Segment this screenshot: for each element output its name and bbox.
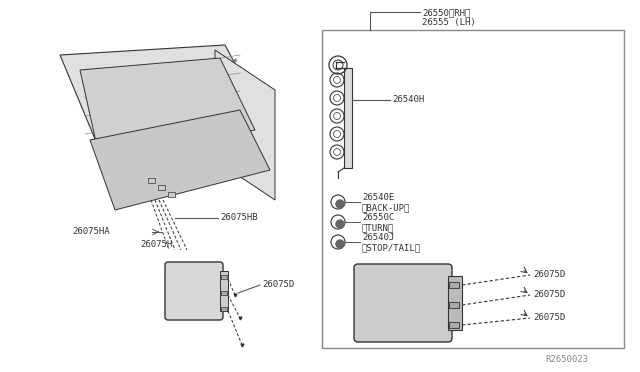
Bar: [344, 68, 352, 168]
Bar: [148, 178, 155, 183]
Text: R2650023: R2650023: [545, 355, 588, 364]
FancyBboxPatch shape: [354, 264, 452, 342]
Bar: [448, 276, 462, 330]
Circle shape: [336, 240, 344, 248]
Text: 26540J: 26540J: [362, 233, 394, 242]
Text: 26075HA: 26075HA: [72, 227, 109, 236]
Bar: [221, 275, 227, 279]
Bar: [158, 185, 165, 190]
Text: 〈TURN〉: 〈TURN〉: [362, 223, 394, 232]
Bar: [220, 271, 228, 311]
Bar: [221, 307, 227, 311]
Bar: [449, 282, 459, 288]
Text: 26075D: 26075D: [533, 290, 565, 299]
Text: 26555 (LH): 26555 (LH): [422, 18, 476, 27]
Bar: [221, 291, 227, 295]
Text: 〈STOP/TAIL〉: 〈STOP/TAIL〉: [362, 243, 421, 252]
Polygon shape: [80, 58, 255, 160]
FancyBboxPatch shape: [165, 262, 223, 320]
Circle shape: [336, 200, 344, 208]
Polygon shape: [90, 110, 270, 210]
Text: 26075D: 26075D: [262, 280, 294, 289]
Text: 26540E: 26540E: [362, 193, 394, 202]
Bar: [168, 192, 175, 197]
Polygon shape: [215, 50, 275, 200]
Text: 26075D: 26075D: [533, 270, 565, 279]
Text: 26550C: 26550C: [362, 213, 394, 222]
Text: 26075D: 26075D: [533, 313, 565, 322]
Bar: [449, 322, 459, 328]
Text: 26540H: 26540H: [392, 95, 424, 104]
Text: 26075H: 26075H: [140, 240, 172, 249]
Polygon shape: [60, 45, 265, 175]
Bar: [322, 30, 624, 348]
Text: 26550〈RH〉: 26550〈RH〉: [422, 8, 470, 17]
Text: 26075HB: 26075HB: [220, 213, 258, 222]
Bar: [449, 302, 459, 308]
Text: 〈BACK-UP〉: 〈BACK-UP〉: [362, 203, 410, 212]
Circle shape: [336, 220, 344, 228]
